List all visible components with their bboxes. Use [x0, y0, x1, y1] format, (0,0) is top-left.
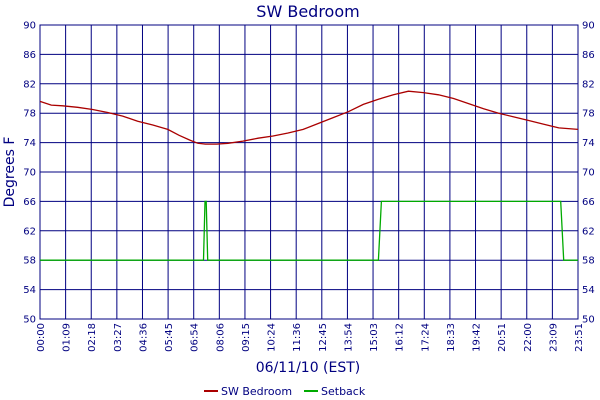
x-tick-1: 01:09: [62, 323, 73, 352]
x-tick-19: 22:00: [523, 323, 534, 352]
x-tick-8: 09:15: [241, 323, 252, 352]
x-tick-4: 04:36: [138, 323, 149, 352]
y-tick-right-66: 66: [582, 197, 595, 208]
x-tick-3: 03:27: [113, 323, 124, 352]
y-tick-left-82: 82: [23, 79, 36, 90]
chart-title: SW Bedroom: [256, 2, 359, 21]
y-axis-left-ticks: 50 54 58 62 66 70 74 78 82 86 90: [23, 21, 36, 326]
x-tick-16: 18:33: [446, 323, 457, 352]
horizontal-gridlines: [40, 24, 578, 320]
x-tick-10: 11:36: [292, 323, 303, 352]
y-tick-right-86: 86: [582, 50, 595, 61]
x-tick-6: 06:54: [190, 323, 201, 352]
x-tick-11: 12:45: [318, 323, 329, 352]
y-tick-left-62: 62: [23, 226, 36, 237]
x-tick-15: 17:24: [420, 323, 431, 352]
y-tick-left-66: 66: [23, 197, 36, 208]
x-tick-0: 00:00: [36, 323, 47, 352]
vertical-gridlines: [39, 25, 579, 319]
x-tick-14: 16:12: [395, 323, 406, 352]
x-tick-9: 10:24: [267, 323, 278, 352]
y-tick-left-70: 70: [23, 168, 36, 179]
series-line-0: [39, 90, 579, 145]
y-tick-right-58: 58: [582, 256, 595, 267]
x-tick-17: 19:42: [472, 323, 483, 352]
y-axis-right-ticks: 50 54 58 62 66 70 74 78 82 86 90: [582, 21, 595, 326]
series-line-1: [40, 200, 578, 261]
x-axis-ticks: 00:00 01:09 02:18 03:27 04:36 05:45 06:54 08:06…: [36, 323, 585, 352]
x-tick-20: 23:09: [548, 323, 559, 352]
series-lines: [39, 90, 579, 261]
x-tick-18: 20:51: [497, 323, 508, 352]
y-tick-right-62: 62: [582, 226, 595, 237]
y-tick-left-74: 74: [23, 138, 36, 149]
y-axis-label: Degrees F: [2, 137, 18, 208]
x-tick-21: 23:51: [574, 323, 585, 352]
x-tick-2: 02:18: [87, 323, 98, 352]
x-tick-5: 05:45: [164, 323, 175, 352]
legend: SW Bedroom Setback: [204, 385, 366, 398]
y-tick-right-74: 74: [582, 138, 595, 149]
x-axis-label: 06/11/10 (EST): [256, 360, 361, 376]
y-tick-right-50: 50: [582, 315, 595, 326]
y-tick-left-90: 90: [23, 21, 36, 32]
y-tick-right-90: 90: [582, 21, 595, 32]
y-tick-right-54: 54: [582, 285, 595, 296]
y-tick-right-78: 78: [582, 109, 595, 120]
y-tick-right-82: 82: [582, 79, 595, 90]
y-tick-right-70: 70: [582, 168, 595, 179]
legend-label-sw-bedroom: SW Bedroom: [221, 385, 292, 398]
y-tick-left-86: 86: [23, 50, 36, 61]
legend-label-setback: Setback: [321, 385, 366, 398]
y-tick-left-50: 50: [23, 315, 36, 326]
y-tick-left-58: 58: [23, 256, 36, 267]
x-tick-13: 15:03: [369, 323, 380, 352]
y-tick-left-54: 54: [23, 285, 36, 296]
x-tick-7: 08:06: [215, 323, 226, 352]
y-tick-left-78: 78: [23, 109, 36, 120]
x-tick-12: 13:54: [343, 323, 354, 352]
